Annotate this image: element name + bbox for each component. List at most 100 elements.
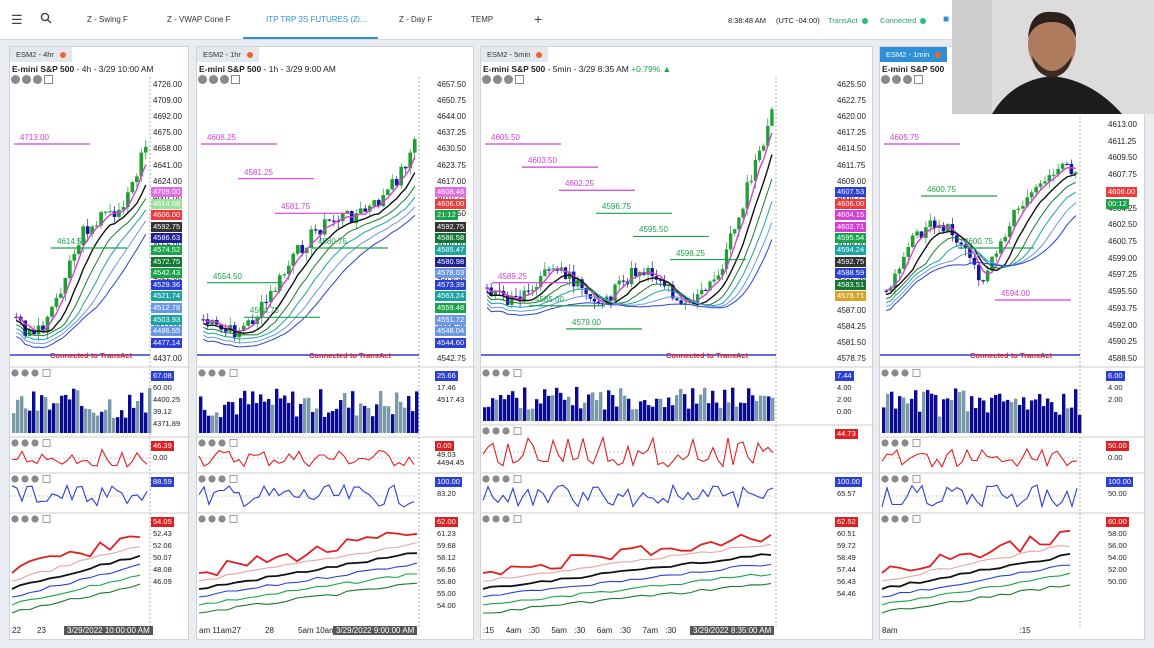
chart-canvas-1hr[interactable]	[197, 47, 475, 641]
candle-body	[617, 280, 621, 285]
histogram-bar	[295, 416, 299, 433]
circle-icon[interactable]	[892, 75, 901, 85]
price-axis-tick: 4581.50	[837, 337, 866, 347]
candle-body	[408, 152, 413, 169]
candle-body	[36, 325, 41, 335]
time-axis-tick: 6am	[596, 626, 613, 635]
settings-icon[interactable]	[198, 75, 207, 85]
chart-controls[interactable]	[198, 75, 242, 85]
price-level-label: 4608.25	[207, 133, 236, 142]
panel-tab-1min[interactable]: ESM2 - 1min	[880, 47, 948, 62]
candle-body	[143, 146, 148, 153]
settings-icon[interactable]	[482, 75, 491, 85]
histogram-bar	[555, 387, 559, 421]
tab-vwap-cone[interactable]: Z - VWAP Cone F	[167, 15, 231, 24]
indicator-value-label: 55.80	[437, 577, 456, 586]
chart-controls[interactable]	[11, 75, 55, 85]
connected-label: Connected	[880, 16, 917, 25]
candle-body	[543, 269, 547, 277]
price-axis-tick: 4609.50	[1108, 153, 1137, 163]
chart-canvas-4hr[interactable]	[10, 47, 190, 641]
connection-status: Connected	[880, 16, 927, 25]
price-label: 4588.59	[835, 268, 867, 279]
panel-tab-1hr[interactable]: ESM2 - 1hr	[197, 47, 259, 62]
connection-label: Connected to TransAct	[50, 351, 133, 360]
chart-canvas-1min[interactable]	[880, 47, 1146, 641]
transact-status[interactable]: TransAct	[828, 16, 868, 25]
add-tab-icon[interactable]: +	[534, 11, 543, 27]
candle-body	[999, 241, 1003, 254]
candle-body	[246, 320, 251, 326]
candle-body	[367, 205, 372, 212]
circle-icon[interactable]	[493, 75, 502, 85]
chart-controls[interactable]	[881, 75, 925, 85]
oscillator-line	[881, 484, 1078, 509]
add-icon[interactable]	[231, 75, 240, 85]
save-icon[interactable]: ■	[943, 14, 950, 25]
candle-body	[1034, 186, 1038, 193]
price-level-label: 4581.25	[244, 167, 273, 177]
collapse-icon[interactable]	[504, 75, 513, 85]
pane-control-icon	[218, 475, 226, 483]
tab-day[interactable]: Z - Day F	[399, 15, 433, 24]
histogram-bar	[695, 403, 699, 421]
histogram-bar	[671, 405, 675, 421]
pane-control-icon	[31, 475, 39, 483]
candle-body	[363, 208, 368, 212]
histogram-bar	[567, 396, 571, 421]
circle-icon[interactable]	[22, 75, 31, 85]
tab-swing[interactable]: Z - Swing F	[87, 15, 128, 24]
histogram-bar	[367, 408, 371, 433]
price-axis-tick: 4726.00	[153, 80, 182, 89]
candle-body	[985, 270, 990, 282]
menu-icon[interactable]: ☰	[11, 12, 23, 27]
collapse-icon[interactable]	[903, 75, 912, 85]
panel-tab-4hr[interactable]: ESM2 - 4hr	[10, 47, 72, 62]
histogram-bar	[918, 411, 922, 433]
circle-icon[interactable]	[209, 75, 218, 85]
price-axis-tick: 4622.75	[837, 96, 866, 106]
histogram-bar	[52, 403, 56, 433]
tab-temp[interactable]: TEMP	[471, 15, 494, 24]
oscillator-line	[198, 449, 415, 468]
candle-body	[41, 325, 45, 333]
search-icon[interactable]	[40, 12, 52, 27]
add-icon[interactable]	[515, 75, 524, 85]
indicator-value-label: 52.00	[1108, 565, 1127, 574]
candle-body	[757, 150, 762, 160]
indicator-value-label: 62.00	[435, 517, 458, 527]
indicator-value-label: 0.00	[1108, 453, 1123, 462]
price-axis-tick: 4600.75	[1108, 237, 1137, 246]
panel-tab-5min[interactable]: ESM2 - 5min	[481, 47, 549, 62]
indicator-value-label: 83.20	[437, 489, 456, 498]
webcam-overlay	[952, 0, 1154, 114]
candle-body	[1060, 163, 1065, 169]
indicator-value-label: 56.56	[437, 565, 456, 574]
add-icon[interactable]	[44, 75, 53, 85]
histogram-bar	[28, 410, 32, 433]
histogram-bar	[347, 407, 351, 433]
histogram-bar	[659, 398, 663, 421]
indicator-value-label: 49.03	[437, 449, 456, 459]
candle-body	[700, 289, 704, 295]
histogram-bar	[1046, 398, 1050, 433]
price-label: 4595.54	[835, 233, 867, 244]
time-axis-tick: am 11am	[199, 626, 232, 635]
chart-canvas-5min[interactable]	[481, 47, 874, 641]
time-axis-tick: 22	[12, 626, 21, 635]
settings-icon[interactable]	[881, 75, 890, 85]
pane-control-icon	[208, 515, 216, 523]
settings-icon[interactable]	[11, 75, 20, 85]
collapse-icon[interactable]	[33, 75, 42, 85]
tab-itp-trp[interactable]: ITP TRP 3S FUTURES (Zi...	[266, 15, 367, 24]
price-axis-tick: 4607.00	[153, 192, 182, 202]
chart-controls[interactable]	[482, 75, 526, 85]
pane-control-icon	[502, 475, 510, 483]
histogram-bar	[743, 403, 747, 421]
histogram-bar	[527, 409, 531, 421]
histogram-bar	[539, 403, 543, 421]
collapse-icon[interactable]	[220, 75, 229, 85]
time-axis-tick: 5am	[551, 626, 567, 635]
histogram-bar	[910, 398, 914, 433]
add-icon[interactable]	[914, 75, 923, 85]
